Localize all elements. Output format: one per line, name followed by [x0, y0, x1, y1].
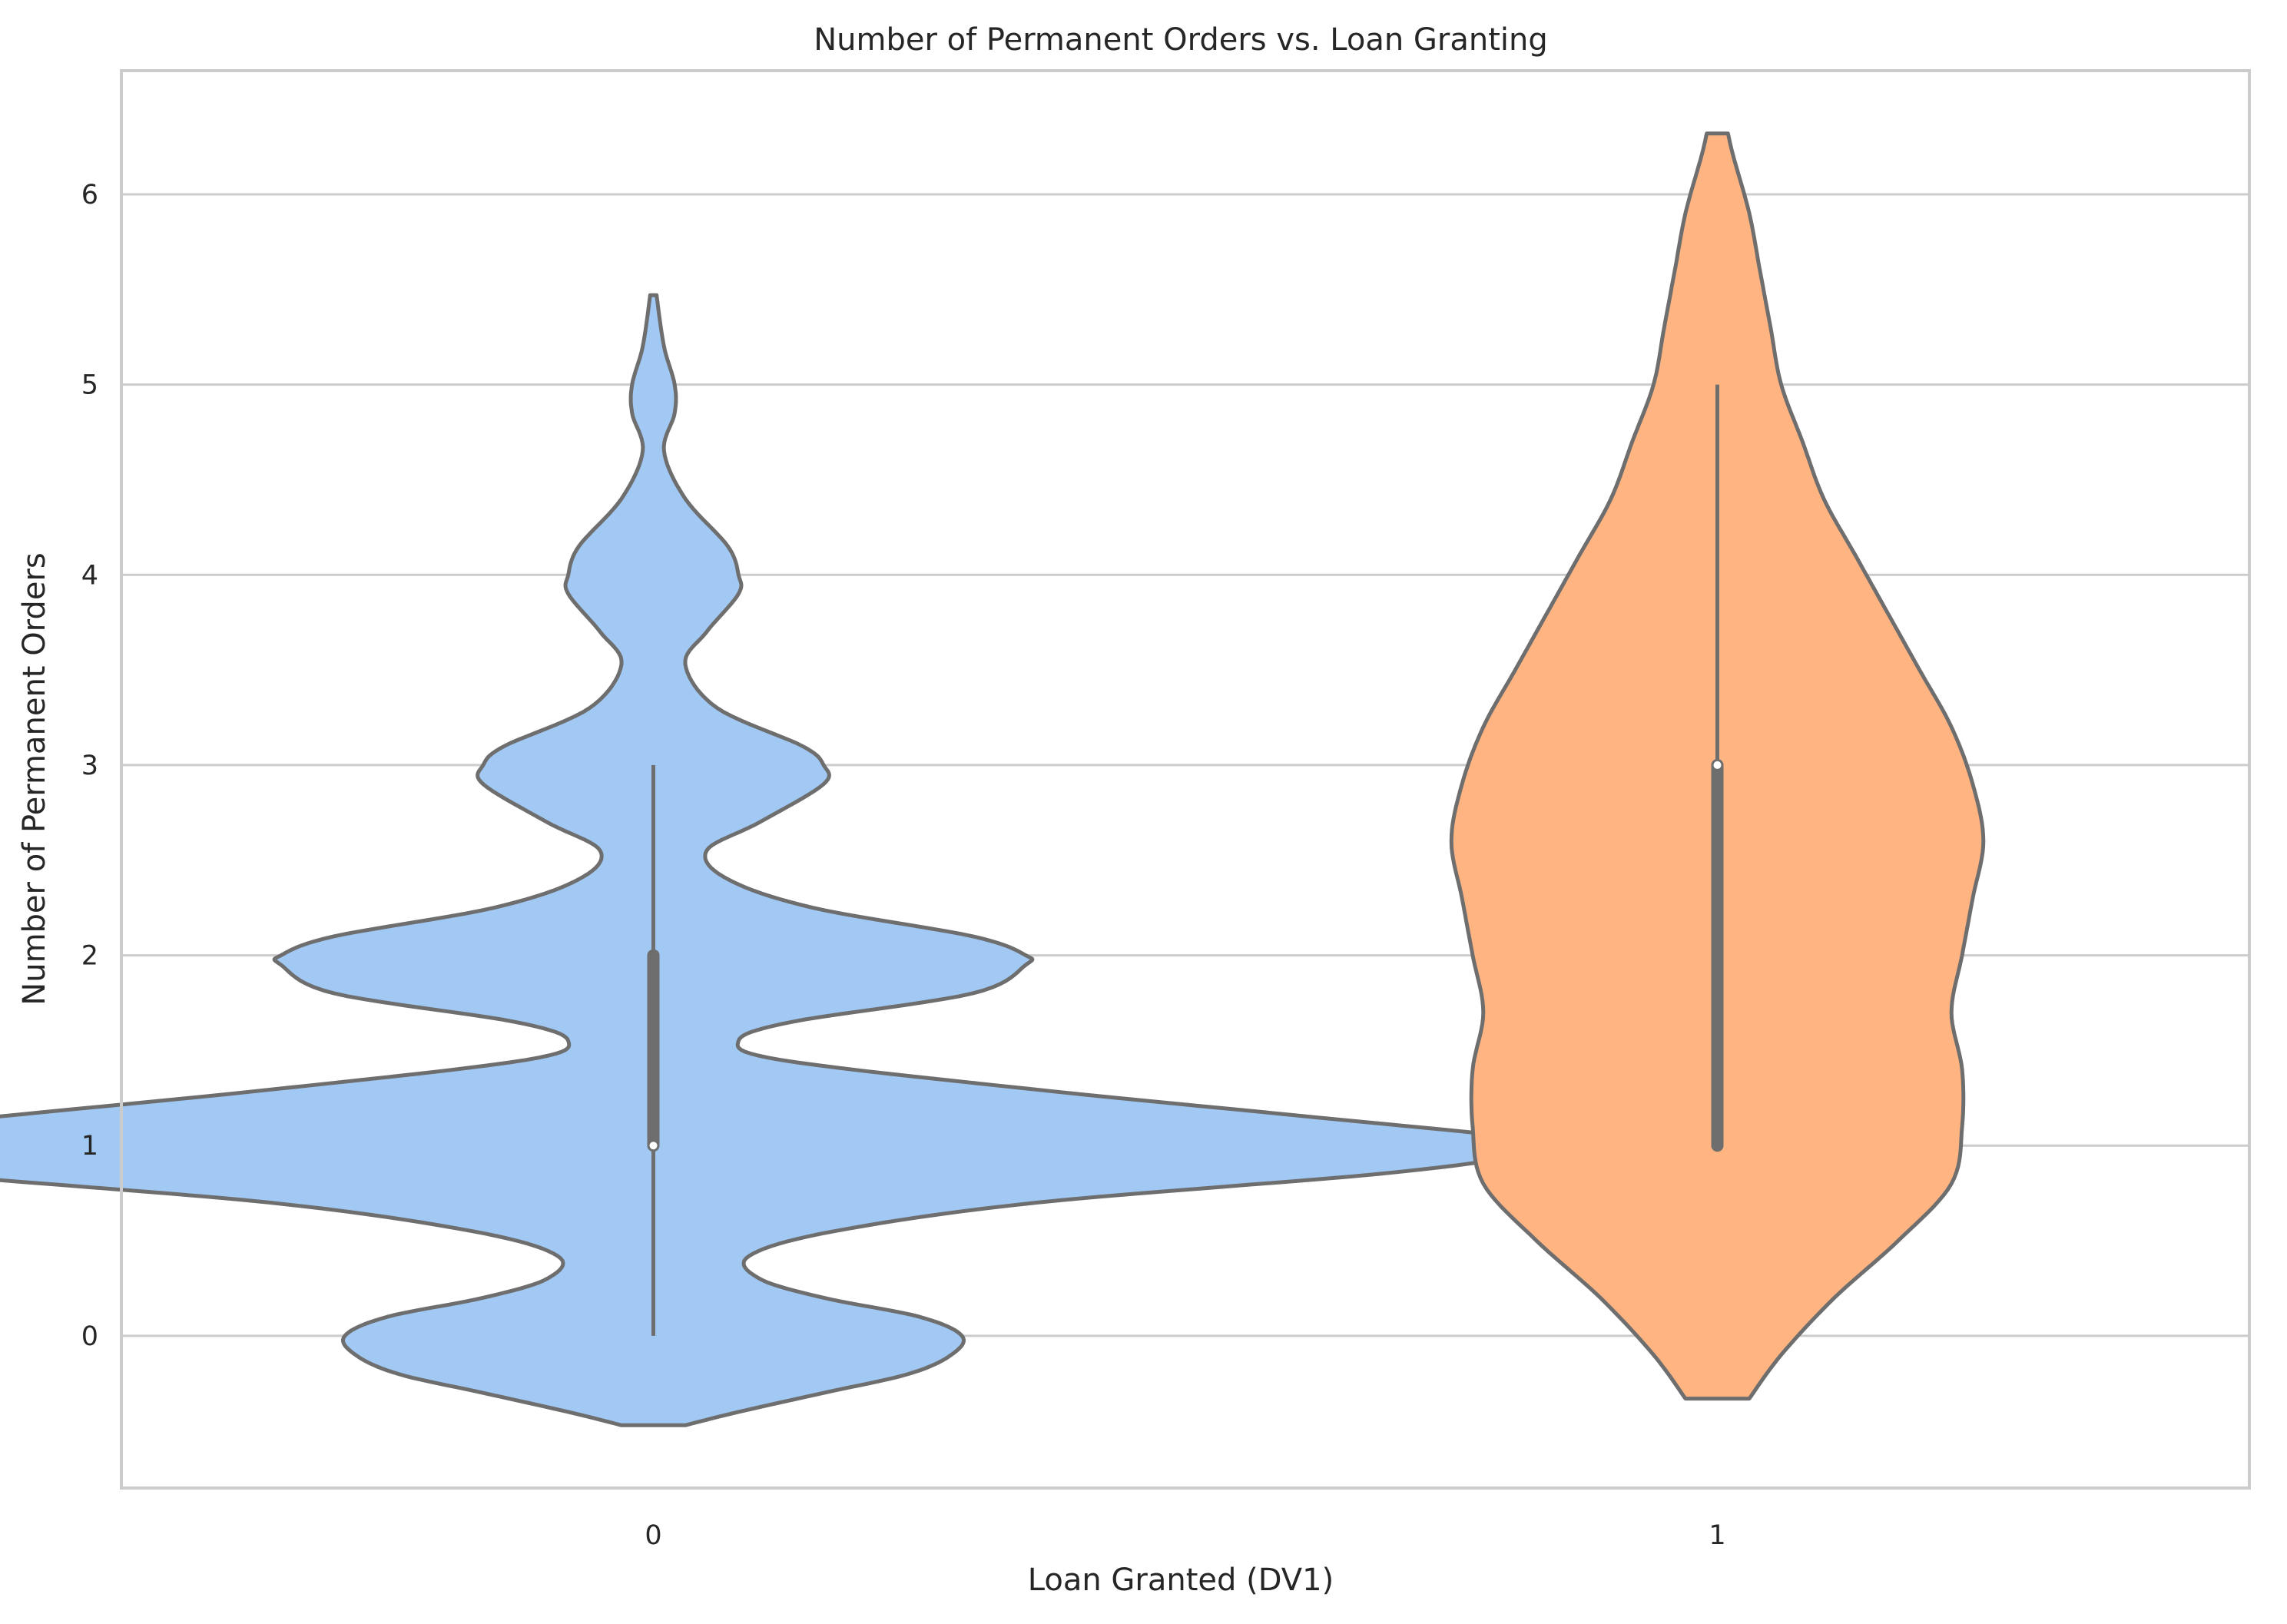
- y-tick-3: 3: [81, 751, 98, 781]
- violin-1: [1449, 131, 1986, 1401]
- y-axis-label: Number of Permanent Orders: [17, 552, 52, 1005]
- median-marker-0: [649, 1142, 658, 1150]
- y-tick-1: 1: [81, 1131, 98, 1162]
- plot-frame: [120, 69, 2251, 1490]
- y-tick-2: 2: [81, 941, 98, 972]
- median-marker-1: [1713, 761, 1722, 769]
- y-tick-6: 6: [81, 180, 98, 210]
- chart-title: Number of Permanent Orders vs. Loan Gran…: [814, 22, 1548, 58]
- violins: [0, 131, 1986, 1427]
- violin-body-0: [0, 293, 1552, 1427]
- x-tick-1: 1: [1709, 1520, 1725, 1551]
- y-tick-labels: 0 1 2 3 4 5 6: [81, 180, 98, 1352]
- x-axis-label: Loan Granted (DV1): [1028, 1563, 1334, 1598]
- y-tick-4: 4: [81, 560, 98, 591]
- y-tick-5: 5: [81, 370, 98, 401]
- violin-0: [0, 293, 1552, 1427]
- x-tick-0: 0: [645, 1520, 661, 1551]
- y-tick-0: 0: [81, 1321, 98, 1352]
